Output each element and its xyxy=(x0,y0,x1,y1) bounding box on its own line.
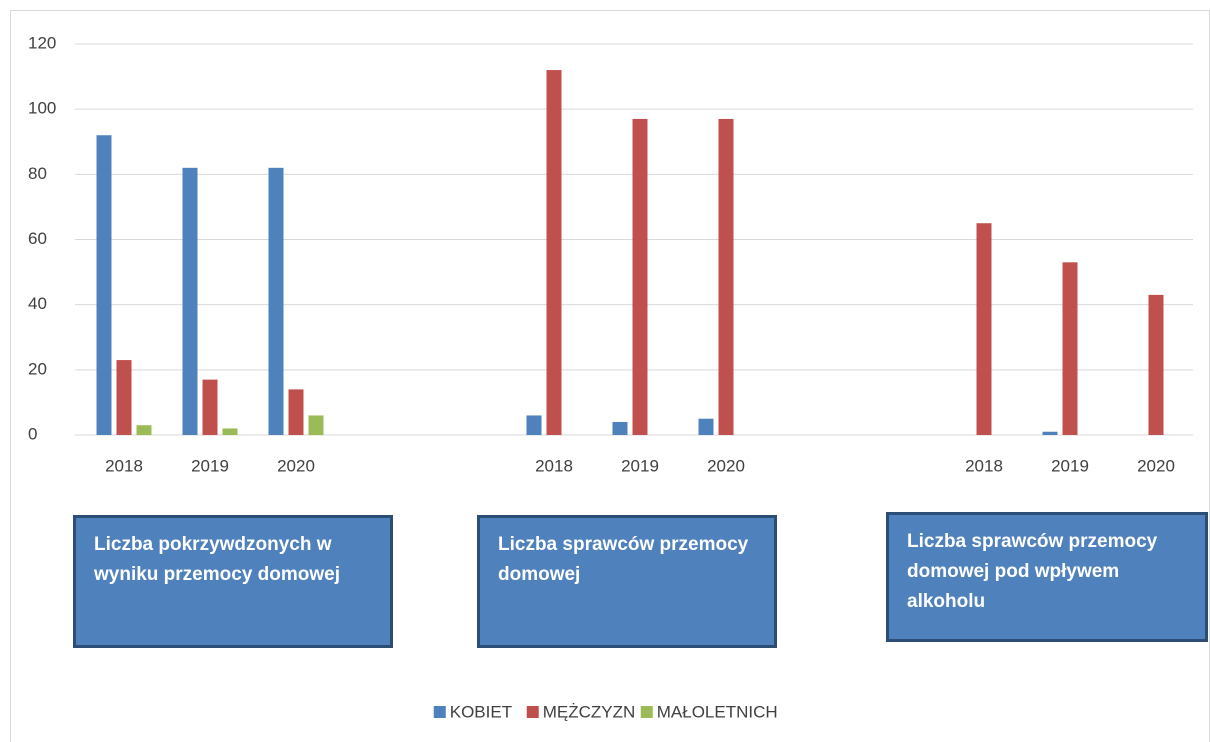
legend-label: MĘŻCZYZN xyxy=(543,702,636,721)
bar xyxy=(1042,431,1058,435)
x-tick-label: 2018 xyxy=(535,456,573,475)
legend-label: KOBIET xyxy=(450,702,512,721)
x-tick-label: 2018 xyxy=(965,456,1003,475)
bar xyxy=(526,415,542,435)
x-tick-label: 2020 xyxy=(1137,456,1175,475)
x-tick-label: 2019 xyxy=(191,456,229,475)
bar xyxy=(136,425,152,435)
y-tick-label: 0 xyxy=(28,424,37,443)
bar xyxy=(698,418,714,435)
legend-swatch xyxy=(433,706,446,718)
annotation: Liczba pokrzywdzonych w wyniku przemocy … xyxy=(73,515,393,648)
bar xyxy=(96,135,112,435)
bar xyxy=(268,167,284,436)
bar xyxy=(222,428,238,435)
bar xyxy=(202,379,218,435)
bar xyxy=(612,421,628,435)
bar xyxy=(1148,294,1164,435)
y-tick-label: 80 xyxy=(28,164,47,183)
legend-swatch xyxy=(526,706,539,718)
x-tick-label: 2018 xyxy=(105,456,143,475)
x-tick-label: 2020 xyxy=(707,456,745,475)
bar xyxy=(632,118,648,436)
x-tick-label: 2019 xyxy=(1051,456,1089,475)
bar xyxy=(288,389,304,435)
legend-label: MAŁOLETNICH xyxy=(657,702,778,721)
y-tick-label: 60 xyxy=(28,229,47,248)
y-tick-label: 20 xyxy=(28,359,47,378)
legend-swatch xyxy=(640,706,653,718)
y-tick-label: 120 xyxy=(28,33,56,52)
x-tick-label: 2019 xyxy=(621,456,659,475)
bar xyxy=(1062,262,1078,435)
annotation: Liczba sprawców przemocy domowej xyxy=(477,515,777,648)
bar xyxy=(308,415,324,435)
y-tick-label: 40 xyxy=(28,294,47,313)
x-tick-label: 2020 xyxy=(277,456,315,475)
y-tick-label: 100 xyxy=(28,99,56,118)
bar xyxy=(182,167,198,436)
annotation: Liczba sprawców przemocy domowej pod wpł… xyxy=(886,512,1208,642)
bar xyxy=(546,70,562,436)
bar xyxy=(116,360,132,435)
bar xyxy=(718,118,734,436)
bar xyxy=(976,223,992,435)
